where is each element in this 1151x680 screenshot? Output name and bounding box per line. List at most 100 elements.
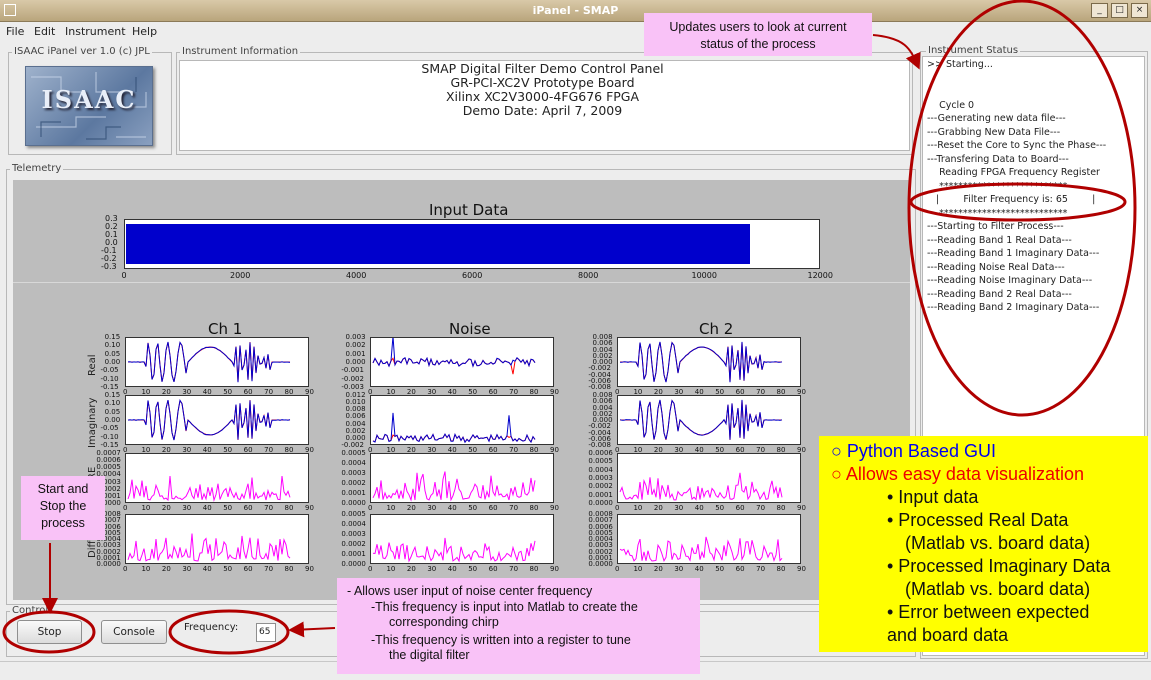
y-tick: 0.004 — [592, 403, 613, 412]
series-line — [372, 537, 536, 563]
logo-text: ISAAC — [41, 85, 137, 114]
feature-item: • Error between expected — [887, 602, 1090, 622]
x-tick: 0 — [368, 388, 373, 396]
window-menu-icon[interactable] — [4, 4, 16, 16]
x-tick: 70 — [756, 565, 766, 573]
x-tick: 60 — [488, 565, 498, 573]
feature-item: • Processed Real Data — [887, 510, 1069, 530]
y-tick: 0.0002 — [96, 547, 121, 556]
y-tick: 0.006 — [345, 412, 366, 421]
y-tick: 0.0004 — [96, 470, 121, 479]
plot-separator — [13, 282, 910, 283]
input-x-tick: 8000 — [578, 271, 599, 280]
status-callout: Updates users to look at current status … — [644, 13, 872, 56]
y-tick: 0.0004 — [341, 459, 366, 467]
x-tick: 90 — [797, 565, 806, 573]
x-tick: 80 — [776, 446, 786, 454]
series-line — [128, 399, 290, 441]
status-line: ---Reading Band 2 Imaginary Data--- — [927, 302, 1100, 313]
col-title-noise: Noise — [449, 320, 491, 338]
x-tick: 80 — [529, 388, 539, 396]
x-tick: 80 — [529, 565, 539, 573]
stop-button[interactable]: Stop — [17, 620, 82, 644]
maximize-icon[interactable]: □ — [1111, 3, 1128, 18]
info-line-4: Demo Date: April 7, 2009 — [462, 103, 623, 118]
series-line — [372, 357, 536, 375]
status-line — [927, 72, 1143, 86]
start-stop-callout: Start and Stop the process — [21, 476, 105, 540]
y-tick: 0.0008 — [96, 510, 121, 518]
minimize-icon[interactable]: _ — [1091, 3, 1108, 18]
y-tick: 0.10 — [104, 399, 121, 408]
plot-ch2-diff — [617, 514, 801, 564]
y-tick: -0.006 — [588, 434, 611, 443]
input-y-tick: -0.2 — [101, 254, 117, 263]
close-icon[interactable]: × — [1131, 3, 1148, 18]
x-tick: 60 — [735, 388, 745, 396]
x-tick: 50 — [715, 504, 725, 512]
plot-ch1-imag — [125, 395, 309, 445]
x-tick: 50 — [715, 446, 725, 454]
y-tick: 0.0002 — [588, 547, 613, 556]
y-tick: 0.0007 — [588, 516, 613, 525]
y-tick: 0.0008 — [588, 510, 613, 518]
y-tick: 0.006 — [592, 397, 613, 406]
menu-instrument[interactable]: Instrument — [65, 25, 126, 38]
x-tick: 60 — [735, 565, 745, 573]
series-line — [372, 471, 536, 502]
series-line — [619, 399, 783, 440]
x-tick: 60 — [735, 446, 745, 454]
series-line — [127, 341, 291, 383]
x-tick: 70 — [509, 565, 519, 573]
y-tick: 0.0005 — [96, 463, 121, 472]
x-tick: 30 — [674, 565, 684, 573]
x-tick: 0 — [368, 446, 373, 454]
start-stop-line-1: Start and — [37, 482, 89, 496]
isaac-logo: ISAAC — [25, 66, 153, 146]
x-tick: 0 — [123, 446, 128, 454]
frequency-input[interactable]: 65 — [256, 623, 276, 642]
freq-callout-line-2: -This frequency is input into Matlab to … — [371, 599, 638, 614]
freq-callout-line-1: - Allows user input of noise center freq… — [347, 584, 593, 598]
y-tick: 0.0000 — [588, 560, 613, 568]
x-tick: 50 — [715, 565, 725, 573]
x-tick: 0 — [368, 504, 373, 512]
x-tick: 90 — [550, 446, 559, 454]
y-tick: -0.15 — [100, 441, 119, 449]
menu-file[interactable]: File — [6, 25, 25, 38]
y-tick: 0.008 — [592, 391, 613, 399]
x-tick: 10 — [386, 388, 396, 396]
x-tick: 60 — [488, 388, 498, 396]
y-tick: 0.0001 — [588, 553, 613, 562]
input-y-tick: -0.1 — [101, 246, 117, 255]
y-tick: 0.004 — [345, 419, 366, 428]
x-tick: 90 — [797, 446, 806, 454]
console-button[interactable]: Console — [101, 620, 167, 644]
y-tick: 0.000 — [345, 358, 366, 366]
x-tick: 80 — [284, 565, 294, 573]
y-tick: -0.002 — [341, 441, 364, 449]
start-stop-line-3: process — [41, 516, 85, 530]
features-box: ○ Python Based GUI ○ Allows easy data vis… — [819, 436, 1148, 652]
x-tick: 60 — [488, 504, 498, 512]
x-tick: 40 — [694, 388, 704, 396]
x-tick: 80 — [284, 504, 294, 512]
x-tick: 30 — [182, 504, 192, 512]
x-tick: 70 — [264, 388, 274, 396]
telemetry-plot-area: Input Data Ch 1 Noise Ch 2 Real Imaginar… — [13, 180, 910, 600]
x-tick: 60 — [243, 446, 253, 454]
y-tick: 0.0002 — [588, 482, 613, 491]
menu-edit[interactable]: Edit — [34, 25, 56, 38]
y-tick: 0.0006 — [588, 449, 613, 457]
x-tick: 90 — [305, 565, 314, 573]
y-tick: -0.05 — [100, 424, 119, 433]
y-tick: 0.0003 — [588, 541, 613, 550]
x-tick: 80 — [776, 565, 786, 573]
menu-help[interactable]: Help — [132, 25, 158, 38]
y-tick: 0.008 — [592, 333, 613, 341]
freq-callout-line-4: -This frequency is written into a regist… — [371, 632, 631, 647]
plot-ch2-imag — [617, 395, 801, 445]
plot-noise-diff — [370, 514, 554, 564]
x-tick: 10 — [633, 565, 643, 573]
x-tick: 90 — [305, 388, 314, 396]
